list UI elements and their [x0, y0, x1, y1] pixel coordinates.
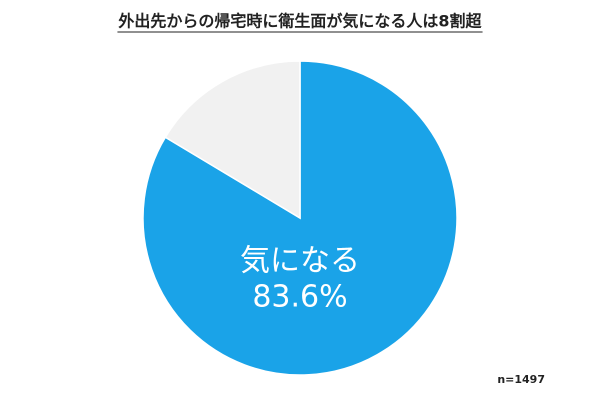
pie-slice	[164, 60, 301, 220]
slice-label: 気になる	[240, 244, 360, 279]
chart-title: 外出先からの帰宅時に衛生面が気になる人は8割超	[117, 12, 482, 31]
slice-value-label: 83.6%	[252, 280, 347, 315]
sample-note: n=1497	[497, 373, 545, 386]
